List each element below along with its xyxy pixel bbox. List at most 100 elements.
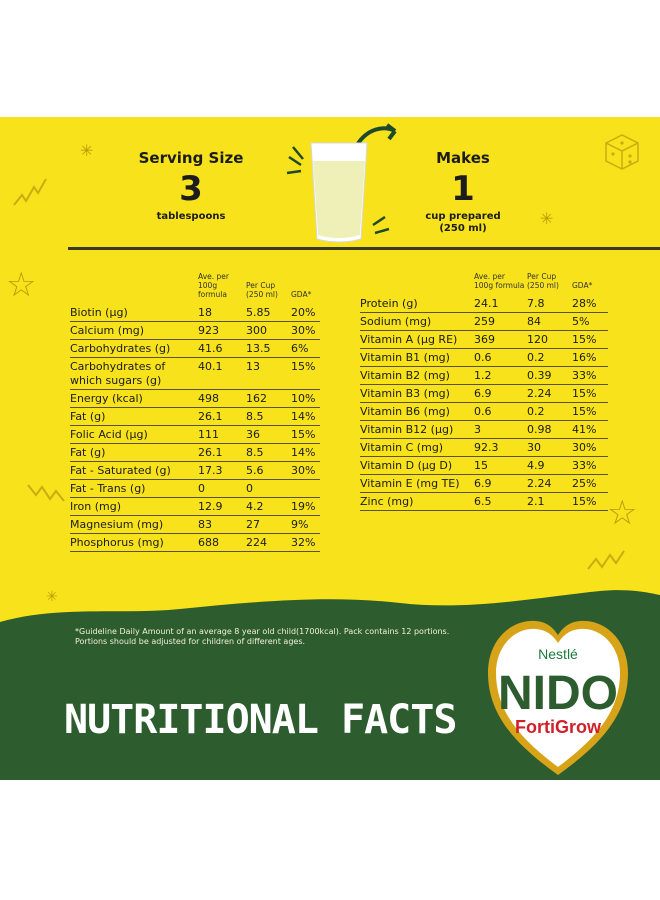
table-row: Iron (mg) 12.9 4.2 19%: [70, 497, 320, 516]
logo-name: NIDO: [498, 667, 618, 720]
table-row: Protein (g) 24.1 7.8 28%: [360, 295, 608, 313]
nutrient-name: Vitamin B6 (mg): [360, 402, 474, 421]
squiggle-doodle: [13, 178, 47, 206]
per-cup-value: 0.2: [527, 348, 572, 367]
nutrient-name: Fat - Trans (g): [70, 479, 198, 498]
gda-value: 32%: [291, 533, 320, 552]
per-cup-value: 0.98: [527, 420, 572, 439]
nutrient-name: Biotin (µg): [70, 304, 198, 322]
nutrient-name: Vitamin E (mg TE): [360, 474, 474, 493]
per100-value: 40.1: [198, 357, 246, 390]
per100-value: 3: [474, 420, 527, 439]
nutrient-name: Folic Acid (µg): [70, 425, 198, 444]
gda-value: 15%: [291, 357, 320, 390]
header-per-cup: Per Cup (250 ml): [527, 272, 559, 290]
per-cup-value: 84: [527, 312, 572, 331]
gda-value: 16%: [572, 348, 608, 367]
nutrient-name: Magnesium (mg): [70, 515, 198, 534]
per100-value: 83: [198, 515, 246, 534]
serving-size-unit: tablespoons: [156, 211, 226, 222]
star-doodle: ✳: [540, 209, 554, 228]
table-row: Calcium (mg) 923 300 30%: [70, 321, 320, 340]
gda-value: 28%: [572, 295, 608, 313]
nutrient-name: Vitamin A (µg RE): [360, 330, 474, 349]
table-row: Folic Acid (µg) 111 36 15%: [70, 425, 320, 444]
table-row: Zinc (mg) 6.5 2.1 15%: [360, 492, 608, 511]
per100-value: 12.9: [198, 497, 246, 516]
per100-value: 92.3: [474, 438, 527, 457]
serving-size: Serving Size 3 tablespoons: [130, 149, 252, 223]
per100-value: 0: [198, 479, 246, 498]
table-row: Fat - Saturated (g) 17.3 5.6 30%: [70, 461, 320, 480]
gda-value: 15%: [572, 492, 608, 511]
header-per100: Ave. per 100g formula: [474, 272, 525, 290]
gda-value: 30%: [291, 461, 320, 480]
per-cup-value: 13.5: [246, 339, 291, 358]
table-row: Carbohydrates of which sugars (g) 40.1 13 1…: [70, 357, 320, 390]
gda-value: 6%: [291, 339, 320, 358]
per100-value: 17.3: [198, 461, 246, 480]
per-cup-value: 300: [246, 321, 291, 340]
gda-value: 20%: [291, 304, 320, 322]
nutrient-name: Vitamin B12 (µg): [360, 420, 474, 439]
star-doodle: ✳: [80, 141, 94, 160]
makes-value: 1: [451, 169, 475, 209]
table-row: Vitamin B2 (mg) 1.2 0.39 33%: [360, 366, 608, 385]
star-doodle: ✳: [46, 589, 58, 605]
makes-title: Makes: [436, 149, 490, 167]
per-cup-value: 13: [246, 357, 291, 390]
nutrient-name: Vitamin B2 (mg): [360, 366, 474, 385]
gda-value: 30%: [291, 321, 320, 340]
nutrient-name: Fat (g): [70, 407, 198, 426]
nutrient-name: Carbohydrates (g): [70, 339, 198, 358]
table-row: Sodium (mg) 259 84 5%: [360, 312, 608, 331]
table-row: Vitamin B6 (mg) 0.6 0.2 15%: [360, 402, 608, 421]
logo-sub: FortiGrow: [515, 717, 602, 737]
per100-value: 369: [474, 330, 527, 349]
header-per-cup: Per Cup (250 ml): [246, 281, 278, 299]
dice-doodle: [605, 134, 639, 170]
per100-value: 111: [198, 425, 246, 444]
table-row: Vitamin B1 (mg) 0.6 0.2 16%: [360, 348, 608, 367]
gda-value: 33%: [572, 366, 608, 385]
table-row: Biotin (µg) 18 5.85 20%: [70, 304, 320, 322]
nutrient-name: Carbohydrates of which sugars (g): [70, 357, 198, 390]
nutrient-name: Energy (kcal): [70, 389, 198, 408]
gda-value: 41%: [572, 420, 608, 439]
per-cup-value: 0.39: [527, 366, 572, 385]
table-row: Vitamin B3 (mg) 6.9 2.24 15%: [360, 384, 608, 403]
header-per100: Ave. per 100g formula: [198, 272, 229, 299]
table-row: Phosphorus (mg) 688 224 32%: [70, 533, 320, 552]
star-doodle: ☆: [607, 493, 638, 533]
per-cup-value: 5.6: [246, 461, 291, 480]
milk-glass-icon: [286, 123, 397, 243]
gda-value: 15%: [572, 402, 608, 421]
nutrient-name: Sodium (mg): [360, 312, 474, 331]
nutrient-name: Protein (g): [360, 295, 474, 313]
makes-unit: cup prepared (250 ml): [425, 211, 501, 234]
makes: Makes 1 cup prepared (250 ml): [402, 149, 524, 235]
header-nutrient: [70, 272, 198, 304]
per100-value: 923: [198, 321, 246, 340]
per100-value: 26.1: [198, 443, 246, 462]
per100-value: 18: [198, 304, 246, 322]
gda-value: 15%: [572, 330, 608, 349]
table-row: Fat - Trans (g) 0 0: [70, 479, 320, 498]
per100-value: 1.2: [474, 366, 527, 385]
nutrient-name: Vitamin D (µg D): [360, 456, 474, 475]
nutrient-name: Fat (g): [70, 443, 198, 462]
footnote: *Guideline Daily Amount of an average 8 …: [75, 627, 450, 646]
table-row: Fat (g) 26.1 8.5 14%: [70, 443, 320, 462]
per100-value: 41.6: [198, 339, 246, 358]
gda-value: 25%: [572, 474, 608, 493]
nutrient-name: Vitamin B1 (mg): [360, 348, 474, 367]
table-row: Vitamin B12 (µg) 3 0.98 41%: [360, 420, 608, 439]
table-row: Energy (kcal) 498 162 10%: [70, 389, 320, 408]
gda-value: 15%: [291, 425, 320, 444]
per-cup-value: 8.5: [246, 443, 291, 462]
per100-value: 0.6: [474, 348, 527, 367]
per-cup-value: 120: [527, 330, 572, 349]
per-cup-value: 2.1: [527, 492, 572, 511]
per-cup-value: 27: [246, 515, 291, 534]
page-title: NUTRITIONAL FACTS: [64, 697, 457, 743]
